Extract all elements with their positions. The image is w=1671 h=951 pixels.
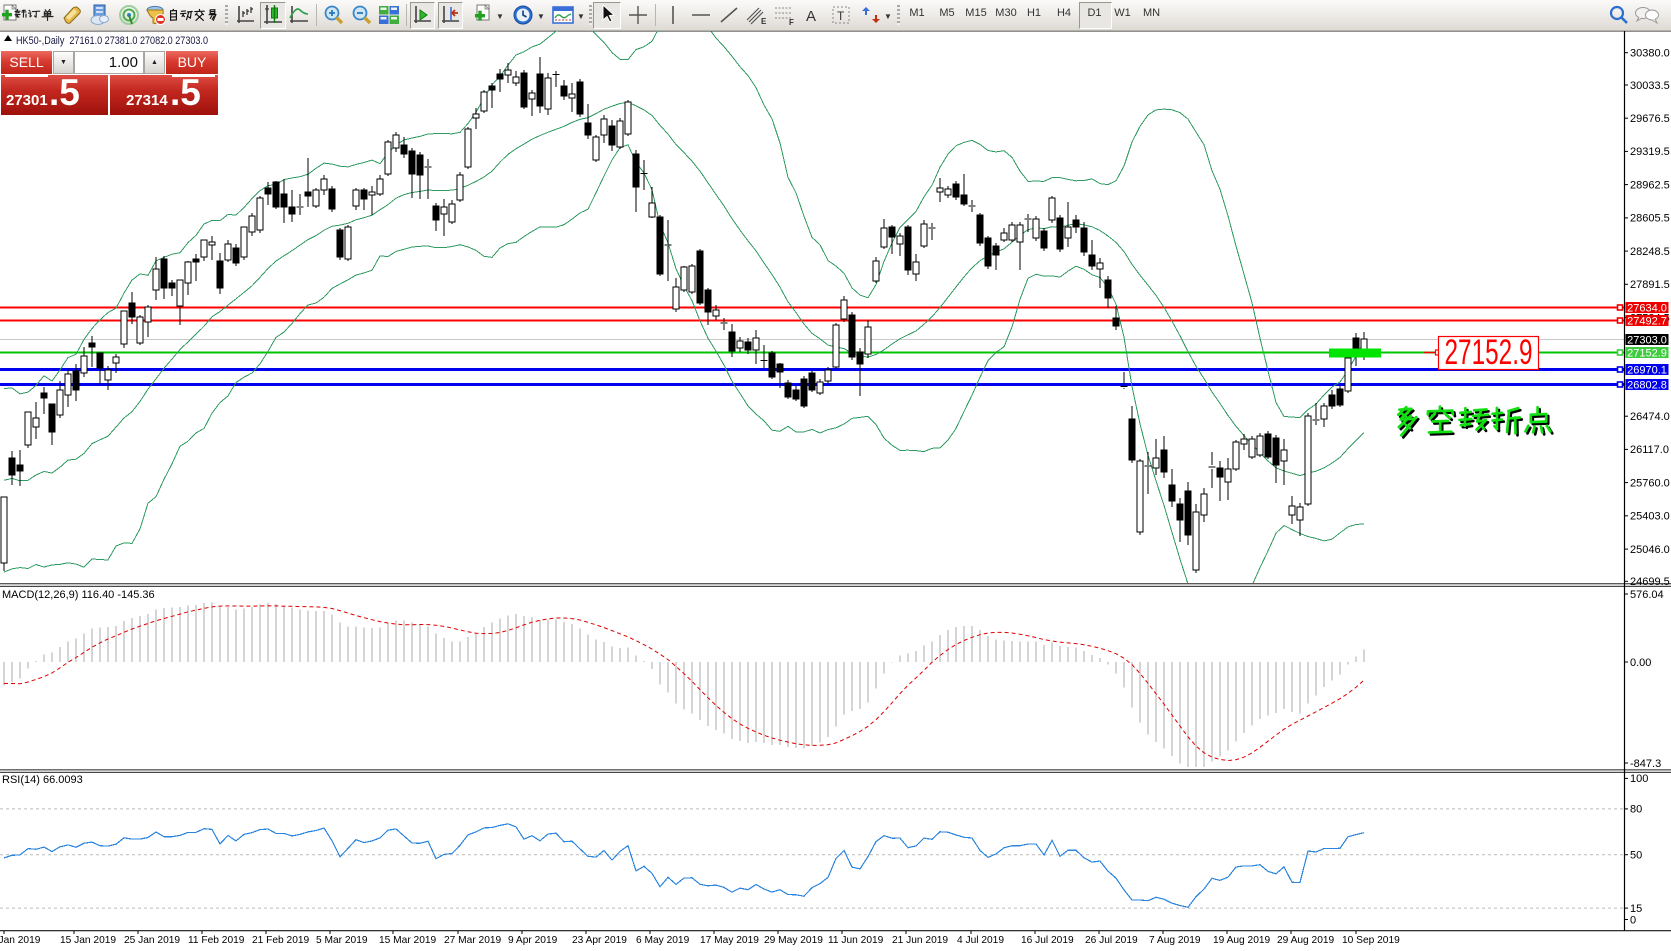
svg-text:80: 80 xyxy=(1630,804,1642,816)
svg-text:27152.9: 27152.9 xyxy=(1627,347,1667,359)
svg-text:28248.5: 28248.5 xyxy=(1630,246,1670,258)
svg-text:9 Apr 2019: 9 Apr 2019 xyxy=(508,935,558,946)
svg-text:29 May 2019: 29 May 2019 xyxy=(764,935,823,946)
svg-text:11 Jun 2019: 11 Jun 2019 xyxy=(828,935,884,946)
svg-text:576.04: 576.04 xyxy=(1630,589,1664,601)
svg-text:30380.0: 30380.0 xyxy=(1630,48,1670,60)
svg-text:2 Jan 2019: 2 Jan 2019 xyxy=(0,935,41,946)
svg-text:26970.1: 26970.1 xyxy=(1627,364,1667,376)
svg-text:27634.0: 27634.0 xyxy=(1627,302,1667,314)
svg-text:4 Jul 2019: 4 Jul 2019 xyxy=(957,935,1004,946)
svg-text:E: E xyxy=(761,17,767,26)
svg-text:16 Jul 2019: 16 Jul 2019 xyxy=(1021,935,1074,946)
svg-text:15 Mar 2019: 15 Mar 2019 xyxy=(379,935,437,946)
svg-text:26117.0: 26117.0 xyxy=(1630,444,1669,456)
svg-text:-847.3: -847.3 xyxy=(1630,758,1661,770)
svg-text:7 Aug 2019: 7 Aug 2019 xyxy=(1149,935,1201,946)
svg-text:50: 50 xyxy=(1630,850,1642,862)
svg-text:25 Jan 2019: 25 Jan 2019 xyxy=(124,935,180,946)
svg-text:25760.0: 25760.0 xyxy=(1630,477,1670,489)
svg-text:29319.5: 29319.5 xyxy=(1630,146,1670,158)
svg-text:27492.7: 27492.7 xyxy=(1627,315,1667,327)
svg-text:MACD(12,26,9) 116.40 -145.36: MACD(12,26,9) 116.40 -145.36 xyxy=(2,589,155,601)
svg-text:23 Apr 2019: 23 Apr 2019 xyxy=(572,935,627,946)
svg-text:A: A xyxy=(806,8,816,25)
svg-text:10 Sep 2019: 10 Sep 2019 xyxy=(1342,935,1400,946)
svg-text:27303.0: 27303.0 xyxy=(1627,334,1667,346)
svg-text:27152.9: 27152.9 xyxy=(1445,333,1533,372)
svg-text:24699.5: 24699.5 xyxy=(1630,576,1670,588)
svg-text:29 Aug 2019: 29 Aug 2019 xyxy=(1277,935,1335,946)
svg-text:17 May 2019: 17 May 2019 xyxy=(700,935,759,946)
svg-text:27891.5: 27891.5 xyxy=(1630,279,1670,291)
svg-text:15 Jan 2019: 15 Jan 2019 xyxy=(60,935,116,946)
svg-text:19 Aug 2019: 19 Aug 2019 xyxy=(1213,935,1271,946)
svg-text:30033.5: 30033.5 xyxy=(1630,80,1670,92)
svg-text:27 Mar 2019: 27 Mar 2019 xyxy=(444,935,502,946)
svg-text:25403.0: 25403.0 xyxy=(1630,511,1670,523)
svg-text:100: 100 xyxy=(1630,773,1648,785)
svg-text:T: T xyxy=(837,9,845,23)
svg-text:21 Feb 2019: 21 Feb 2019 xyxy=(252,935,310,946)
svg-text:26474.0: 26474.0 xyxy=(1630,411,1670,423)
svg-text:28605.5: 28605.5 xyxy=(1630,213,1670,225)
svg-text:15: 15 xyxy=(1630,903,1642,915)
svg-text:5 Mar 2019: 5 Mar 2019 xyxy=(316,935,368,946)
svg-text:26 Jul 2019: 26 Jul 2019 xyxy=(1085,935,1138,946)
svg-text:28962.5: 28962.5 xyxy=(1630,179,1670,191)
svg-text:6 May 2019: 6 May 2019 xyxy=(636,935,690,946)
svg-text:21 Jun 2019: 21 Jun 2019 xyxy=(892,935,948,946)
svg-text:26802.8: 26802.8 xyxy=(1627,379,1667,391)
svg-text:29676.5: 29676.5 xyxy=(1630,113,1670,125)
svg-text:RSI(14) 66.0093: RSI(14) 66.0093 xyxy=(2,774,83,786)
svg-text:HK50-,Daily 27161.0 27381.0 2: HK50-,Daily 27161.0 27381.0 27082.0 2730… xyxy=(16,35,208,47)
svg-text:11 Feb 2019: 11 Feb 2019 xyxy=(188,935,245,946)
svg-text:25046.0: 25046.0 xyxy=(1630,544,1670,556)
svg-text:0: 0 xyxy=(1630,914,1636,926)
svg-text:0.00: 0.00 xyxy=(1630,657,1651,669)
svg-text:F: F xyxy=(789,18,794,26)
